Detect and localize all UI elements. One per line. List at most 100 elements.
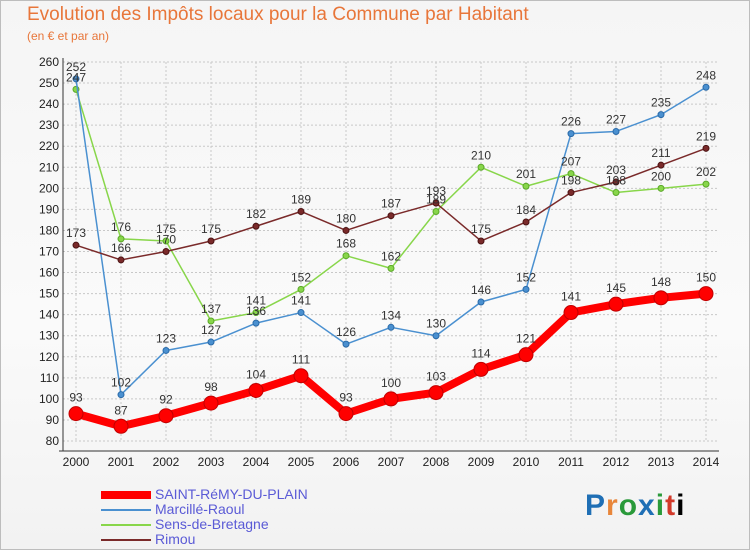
- data-label: 93: [339, 391, 353, 405]
- data-point: [72, 75, 80, 83]
- data-label: 168: [336, 237, 356, 251]
- x-tick-label: 2006: [333, 455, 360, 469]
- x-tick-label: 2012: [603, 455, 630, 469]
- data-point: [158, 408, 174, 424]
- data-label: 182: [246, 207, 266, 221]
- x-tick-label: 2000: [63, 455, 90, 469]
- data-label: 123: [156, 331, 176, 345]
- legend-label: SAINT-RéMY-DU-PLAIN: [155, 486, 308, 502]
- data-label: 200: [651, 169, 671, 183]
- data-label: 210: [471, 148, 491, 162]
- data-point: [207, 317, 215, 325]
- data-label: 247: [66, 70, 86, 84]
- y-tick-label: 90: [46, 413, 60, 427]
- data-label: 104: [246, 367, 266, 381]
- legend-swatch: [101, 491, 151, 499]
- data-label: 184: [516, 203, 536, 217]
- data-point: [518, 347, 534, 363]
- x-tick-label: 2013: [648, 455, 675, 469]
- y-tick-label: 160: [39, 266, 59, 280]
- data-point: [698, 286, 714, 302]
- data-label: 134: [381, 308, 401, 322]
- y-tick-label: 200: [39, 181, 59, 195]
- y-tick-label: 140: [39, 308, 59, 322]
- x-tick-label: 2009: [468, 455, 495, 469]
- data-label: 146: [471, 283, 491, 297]
- data-label: 170: [156, 233, 176, 247]
- x-tick-label: 2014: [693, 455, 720, 469]
- data-point: [162, 346, 170, 354]
- data-point: [117, 256, 125, 264]
- data-point: [567, 189, 575, 197]
- data-point: [702, 83, 710, 91]
- data-point: [113, 418, 129, 434]
- data-label: 145: [606, 281, 626, 295]
- data-label: 93: [69, 391, 83, 405]
- y-tick-label: 180: [39, 223, 59, 237]
- data-point: [387, 323, 395, 331]
- data-label: 226: [561, 115, 581, 129]
- data-point: [342, 252, 350, 260]
- data-label: 175: [156, 222, 176, 236]
- data-label: 150: [696, 271, 716, 285]
- data-label: 166: [111, 241, 131, 255]
- data-label: 98: [204, 380, 218, 394]
- data-label: 102: [111, 376, 131, 390]
- data-point: [162, 237, 170, 245]
- data-label: 114: [471, 346, 490, 360]
- data-point: [252, 222, 260, 230]
- data-point: [702, 180, 710, 188]
- data-point: [68, 406, 84, 422]
- y-tick-label: 210: [39, 160, 59, 174]
- data-point: [383, 391, 399, 407]
- data-label: 202: [696, 165, 716, 179]
- data-label: 92: [159, 393, 173, 407]
- data-point: [252, 319, 260, 327]
- data-point: [293, 368, 309, 384]
- legend-swatch: [101, 524, 151, 526]
- x-tick-label: 2008: [423, 455, 450, 469]
- data-point: [428, 385, 444, 401]
- x-tick-label: 2007: [378, 455, 405, 469]
- x-tick-label: 2001: [108, 455, 135, 469]
- data-label: 148: [651, 275, 671, 289]
- data-point: [432, 199, 440, 207]
- y-tick-label: 240: [39, 97, 59, 111]
- y-tick-label: 220: [39, 139, 59, 153]
- x-tick-label: 2003: [198, 455, 225, 469]
- data-point: [252, 309, 260, 317]
- x-tick-label: 2004: [243, 455, 270, 469]
- data-point: [117, 391, 125, 399]
- data-label: 175: [471, 222, 491, 236]
- proxiti-logo: Proxiti: [585, 489, 686, 522]
- legend: SAINT-RéMY-DU-PLAIN Marcillé-Raoul Sens-…: [101, 486, 361, 547]
- y-tick-label: 190: [39, 202, 59, 216]
- data-label: 207: [561, 155, 581, 169]
- data-point: [387, 264, 395, 272]
- legend-item: SAINT-RéMY-DU-PLAIN: [101, 486, 361, 502]
- data-point: [432, 207, 440, 215]
- data-label: 173: [66, 226, 86, 240]
- data-label: 121: [516, 332, 536, 346]
- chart-subtitle: (en € et par an): [27, 29, 110, 43]
- y-tick-label: 120: [39, 350, 59, 364]
- data-point: [338, 406, 354, 422]
- data-point: [657, 161, 665, 169]
- data-point: [342, 226, 350, 234]
- data-label: 111: [292, 353, 311, 367]
- data-point: [477, 298, 485, 306]
- data-point: [522, 182, 530, 190]
- data-point: [248, 382, 264, 398]
- x-tick-label: 2005: [288, 455, 315, 469]
- legend-swatch: [101, 509, 151, 511]
- data-label: 180: [336, 211, 356, 225]
- data-label: 219: [696, 129, 716, 143]
- data-point: [297, 285, 305, 293]
- data-label: 198: [606, 174, 626, 188]
- data-point: [477, 237, 485, 245]
- legend-item: Marcillé-Raoul: [101, 501, 361, 517]
- legend-label: Marcillé-Raoul: [155, 501, 245, 517]
- data-point: [522, 218, 530, 226]
- y-tick-label: 260: [39, 55, 59, 69]
